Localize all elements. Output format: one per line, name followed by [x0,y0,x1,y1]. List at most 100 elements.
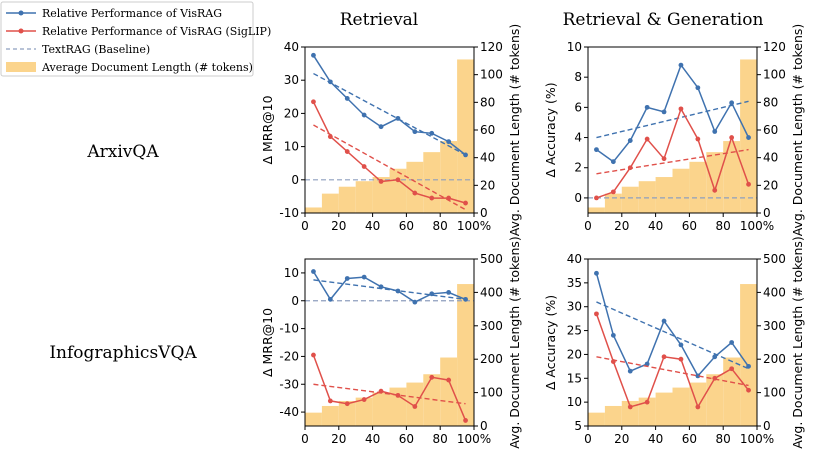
x-tick-label: 0 [584,219,592,233]
x-tick-label: 100% [457,432,491,446]
siglip-point [678,356,684,362]
doc-length-bar [672,387,690,426]
doc-length-bar [372,177,390,213]
doc-length-bar [457,59,474,214]
visrag-point [378,284,384,290]
visrag-series-line [596,63,750,163]
visrag-point [627,368,633,374]
visrag-point [311,52,316,58]
y-axis-label: Δ Accuracy (%) [543,295,558,390]
visrag-point [344,96,350,101]
doc-length-bar [604,405,622,426]
y-tick-label: 25 [567,324,582,338]
visrag-point [429,130,435,136]
siglip-trend-line [313,124,466,211]
x-tick-label: 80 [433,432,448,446]
siglip-point [695,404,701,410]
visrag-point [695,373,701,379]
siglip-point [412,190,418,196]
siglip-point [446,195,452,201]
y-tick-label: 15 [567,371,582,385]
doc-length-bar [621,400,639,426]
y2-tick-label: 0 [480,206,488,220]
y2-tick-label: 120 [763,40,786,54]
siglip-series-line [312,101,466,204]
y2-tick-label: 20 [763,178,778,192]
y2-tick-label: 120 [480,40,503,54]
x-tick-label: 40 [648,219,663,233]
y-tick-label: 10 [567,40,582,54]
y-tick-label: -40 [279,405,299,419]
siglip-point [327,398,333,404]
x-tick-label: 40 [648,432,663,446]
y-tick-label: 0 [291,294,299,308]
y2-tick-label: 300 [763,319,786,333]
doc-length-bar [655,177,673,213]
y-tick-label: -10 [279,206,299,220]
siglip-point [327,134,333,140]
visrag-point [746,363,751,369]
visrag-point [463,152,468,158]
siglip-point [429,195,435,201]
y-tick-label: -30 [279,377,299,391]
siglip-point [395,392,401,398]
x-tick-label: 0 [301,219,309,233]
siglip-point [429,374,435,380]
visrag-point [446,139,452,145]
visrag-point [594,270,599,276]
x-tick-label: 60 [682,432,697,446]
y2-tick-label: 500 [763,252,786,266]
siglip-series-line [312,354,467,421]
siglip-series-line [596,107,750,199]
siglip-point [661,354,667,360]
y-tick-label: 20 [284,106,299,120]
y-tick-label: 10 [284,140,299,154]
siglip-point [610,359,616,364]
doc-length-bar [440,357,458,426]
y-tick-label: 10 [284,266,299,280]
x-tick-label: 20 [331,432,346,446]
doc-length-bar [423,374,441,426]
doc-length-bar [740,284,757,426]
y2-tick-label: 400 [763,285,786,299]
siglip-point [729,366,735,372]
doc-length-bar [672,168,690,213]
visrag-series-line [312,271,466,303]
visrag-trend-line [596,100,749,139]
siglip-point [712,187,718,193]
visrag-point [395,115,401,121]
doc-length-bar [372,392,390,426]
y-tick-label: 30 [567,300,582,314]
siglip-point [746,181,751,187]
visrag-point [327,79,333,85]
visrag-point [644,361,650,367]
siglip-point [627,404,633,410]
visrag-point [361,274,367,280]
visrag-trend-line [313,72,466,156]
siglip-point [361,164,367,169]
y2-tick-label: 0 [763,419,771,433]
siglip-point [678,106,684,112]
visrag-trend-line [596,301,749,370]
visrag-point [729,100,735,106]
x-tick-label: 20 [331,219,346,233]
doc-length-bar [440,141,458,213]
doc-length-bar [706,374,724,426]
visrag-point [395,288,401,294]
y-axis-label: Δ MRR@10 [260,95,275,164]
y2-tick-label: 0 [480,419,488,433]
legend-siglip-label: Relative Performance of VisRAG (SigLIP) [42,25,271,38]
legend-visrag-label: Relative Performance of VisRAG [42,7,222,20]
visrag-point [412,299,418,305]
y2-tick-label: 100 [763,386,786,400]
y2-axis-label: Avg. Document Length (# tokens) [790,24,805,237]
siglip-point [361,397,367,402]
visrag-point [311,269,316,274]
y-tick-label: 10 [567,395,582,409]
visrag-point [361,112,367,118]
x-tick-label: 0 [301,432,309,446]
